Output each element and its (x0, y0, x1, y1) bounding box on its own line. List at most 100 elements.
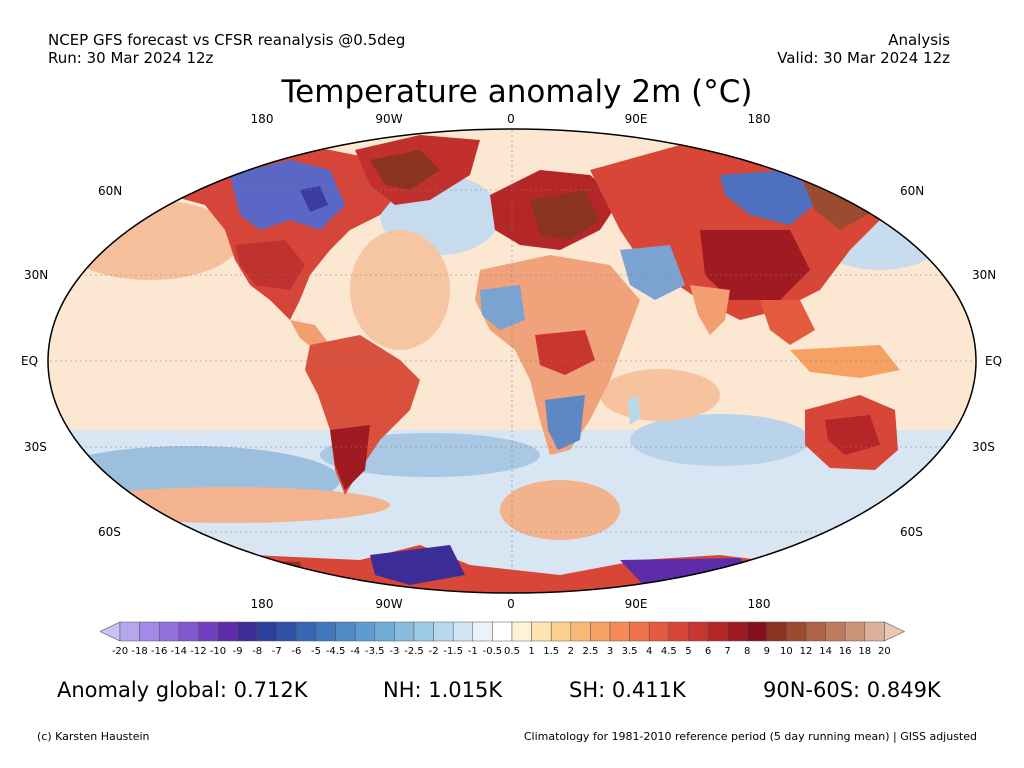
lat-label-left-30n: 30N (24, 268, 49, 282)
stat-sh: SH: 0.411K (569, 678, 686, 702)
colorbar-tick-label: 20 (878, 646, 891, 657)
valid-label: Valid: 30 Mar 2024 12z (777, 49, 950, 67)
colorbar-segment (727, 621, 748, 642)
lat-label-left-30s: 30S (24, 440, 47, 454)
hudson-bay-anomaly (300, 186, 328, 212)
colorbar-segment (158, 621, 180, 642)
colorbar-tick-label: 7 (724, 646, 731, 657)
colorbar-segment (648, 621, 670, 642)
colorbar-segment (237, 621, 258, 642)
india-land (690, 285, 730, 335)
map-title: Temperature anomaly 2m (°C) (281, 74, 753, 110)
lat-label-left-eq: EQ (21, 354, 39, 368)
colorbar-tick-label: 2.5 (582, 646, 599, 657)
colorbar-tick-label: -2 (428, 646, 439, 657)
colorbar-tick-label: 10 (780, 646, 793, 657)
colorbar-segment (746, 621, 768, 642)
lat-label-right-30n: 30N (972, 268, 997, 282)
stat-nh: NH: 1.015K (383, 678, 503, 702)
colorbar-segment (531, 621, 552, 642)
colorbar-segment (335, 621, 356, 642)
southern-africa-cold (545, 395, 585, 450)
colorbar-tick-label: -3 (389, 646, 400, 657)
colorbar-tick-label: -6 (291, 646, 302, 657)
colorbar-tick-label: 18 (858, 646, 872, 657)
lon-label-bottom-0: 0 (507, 597, 515, 611)
colorbar-tick-label: 1.5 (543, 646, 560, 657)
colorbar-tick-label: -9 (232, 646, 243, 657)
colorbar-segment (707, 621, 728, 642)
lon-label-bottom-90w: 90W (375, 597, 403, 611)
lat-label-right-eq: EQ (985, 354, 1003, 368)
west-africa-cold (480, 285, 525, 330)
colorbar-segment (844, 621, 866, 642)
colorbar-segment (864, 621, 885, 642)
lon-label-bottom-90e: 90E (624, 597, 648, 611)
colorbar-tick-label: 1 (528, 646, 535, 657)
eastern-europe-warm (530, 190, 600, 240)
lon-label-top-90e: 90E (624, 112, 648, 126)
colorbar-tick-label: 14 (819, 646, 832, 657)
stat-global: Anomaly global: 0.712K (57, 678, 308, 702)
colorbar-tick-label: 9 (763, 646, 770, 657)
colorbar-segment (315, 621, 336, 642)
lon-label-top-90w: 90W (375, 112, 403, 126)
central-america-land (290, 320, 330, 350)
colorbar-segment (217, 621, 238, 642)
colorbar-segment (629, 621, 650, 642)
analysis-label: Analysis (888, 31, 950, 49)
canada-cold-anomaly (230, 160, 345, 230)
source-label: NCEP GFS forecast vs CFSR reanalysis @0.… (48, 31, 406, 49)
colorbar-segment (805, 621, 826, 642)
colorbar-tick-label: -10 (209, 646, 227, 657)
lon-label-top-180e: 180 (747, 112, 771, 126)
colorbar-segment (825, 621, 846, 642)
colorbar-segment (570, 621, 591, 642)
central-africa-warm (535, 330, 595, 375)
climatology-label: Climatology for 1981-2010 reference peri… (523, 730, 977, 743)
colorbar-max-triangle (884, 621, 906, 642)
warm-band-south-pacific (70, 487, 390, 523)
lat-label-left-60s: 60S (98, 525, 121, 539)
colorbar-tick-label: -16 (151, 646, 168, 657)
madagascar-land (628, 395, 640, 425)
colorbar-segment (786, 621, 807, 642)
colorbar-segment (492, 621, 513, 642)
lon-label-top-180w: 180 (250, 112, 274, 126)
north-america-land (150, 140, 400, 320)
colorbar-tick-label: 3 (606, 646, 614, 657)
colorbar-tick-label: -4 (350, 646, 361, 657)
colorbar-tick-label: 2 (567, 646, 574, 657)
colorbar-segment (452, 621, 474, 642)
colorbar-segment (413, 621, 434, 642)
lat-label-left-60n: 60N (98, 184, 123, 198)
colorbar-segment (296, 621, 317, 642)
globe-outline (47, 128, 977, 594)
antarctica-cold-west (370, 545, 465, 585)
colorbar-tick-label: 16 (838, 646, 852, 657)
colorbar-min-triangle (100, 621, 121, 642)
run-label: Run: 30 Mar 2024 12z (48, 49, 214, 67)
warm-band-indian-ocean (600, 369, 720, 421)
antarctica-warm-west (200, 560, 310, 592)
colorbar-tick-label: -1.5 (443, 646, 463, 657)
colorbar-tick-label: 4 (646, 646, 653, 657)
lon-label-top-0: 0 (507, 112, 515, 126)
colorbar-tick-label: -1 (467, 646, 478, 657)
colorbar-tick-label: 6 (704, 646, 712, 657)
colorbar-tick-label: -5 (311, 646, 321, 657)
colorbar-tick-label: -3.5 (365, 646, 385, 657)
china-warm-anomaly (700, 230, 810, 300)
colorbar-tick-label: 8 (744, 646, 751, 657)
siberia-cold-anomaly (720, 170, 820, 225)
colorbar-tick-label: 4.5 (660, 646, 677, 657)
colorbar-tick-label: 12 (799, 646, 813, 657)
colorbar-tick-label: 5 (685, 646, 692, 657)
colorbar-segment (139, 621, 160, 642)
colorbar-tick-label: -14 (170, 646, 187, 657)
colorbar-segment (688, 621, 709, 642)
colorbar-segment (550, 621, 572, 642)
colorbar-tick-label: -4.5 (325, 646, 346, 657)
colorbar-segment (256, 621, 278, 642)
colorbar-tick-label: 0.5 (504, 646, 520, 657)
